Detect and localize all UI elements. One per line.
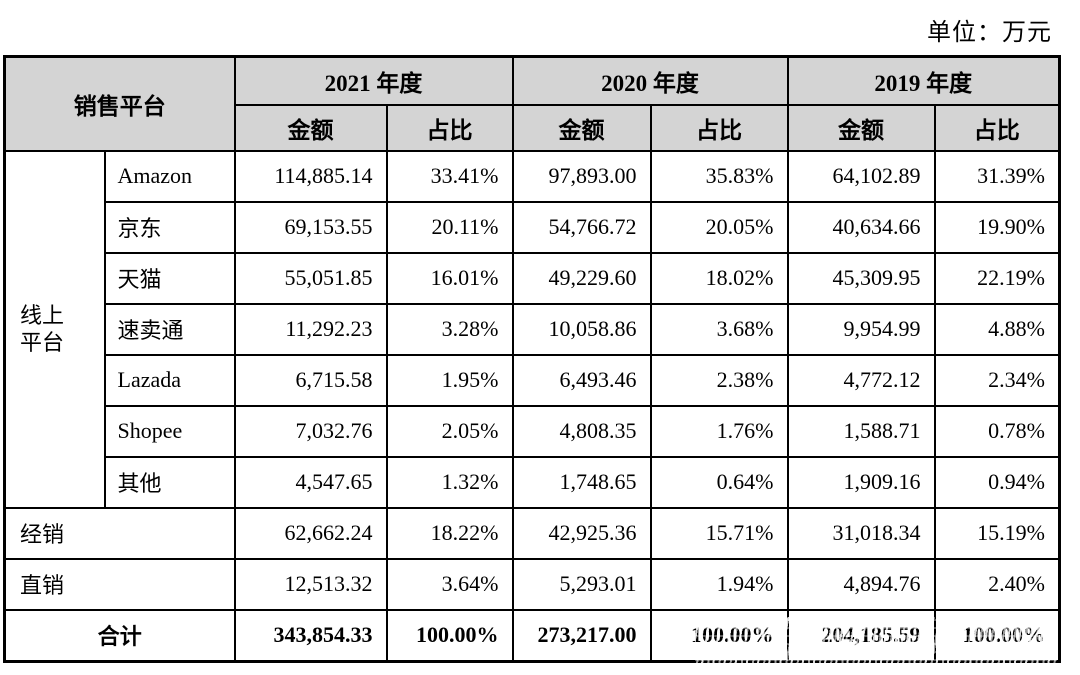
amount-2021: 114,885.14	[233, 149, 388, 203]
share-2019: 2.40%	[933, 557, 1061, 611]
amount-2020: 54,766.72	[511, 200, 652, 254]
amount-2021: 4,547.65	[233, 455, 388, 509]
share-2019: 22.19%	[933, 251, 1061, 305]
share-2020: 2.38%	[649, 353, 789, 407]
platform-name: 京东	[103, 200, 236, 254]
channel-name: 直销	[3, 557, 236, 611]
table-row-amazon: 线上 平台 Amazon 114,885.14 33.41% 97,893.00…	[3, 149, 1061, 509]
amount-2021: 69,153.55	[233, 200, 388, 254]
amount-2020: 1,748.65	[511, 455, 652, 509]
share-2021: 1.32%	[385, 455, 514, 509]
sales-platform-table: 销售平台 2021 年度 2020 年度 2019 年度 金额 占比 金额 占比…	[3, 55, 1061, 663]
table-row-lazada: Lazada 6,715.58 1.95% 6,493.46 2.38% 4,7…	[5, 353, 1061, 407]
amount-2021: 7,032.76	[233, 404, 388, 458]
share-2020: 1.76%	[649, 404, 789, 458]
amount-2019: 1,909.16	[786, 455, 936, 509]
header-year-2019: 2019 年度	[786, 55, 1061, 106]
platform-name: 其他	[103, 455, 236, 509]
amount-2020: 42,925.36	[511, 506, 652, 560]
share-2021: 1.95%	[385, 353, 514, 407]
amount-2021: 55,051.85	[233, 251, 388, 305]
share-2020: 20.05%	[649, 200, 789, 254]
amount-2019: 45,309.95	[786, 251, 936, 305]
share-2021: 16.01%	[385, 251, 514, 305]
amount-2020: 97,893.00	[511, 149, 652, 203]
share-2020: 18.02%	[649, 251, 789, 305]
header-year-2021: 2021 年度	[233, 55, 514, 106]
amount-2021: 11,292.23	[233, 302, 388, 356]
share-2019: 0.78%	[933, 404, 1061, 458]
header-share-2020: 占比	[649, 103, 789, 152]
platform-name: 速卖通	[103, 302, 236, 356]
header-share-2021: 占比	[385, 103, 514, 152]
table-row-aliexpress: 速卖通 11,292.23 3.28% 10,058.86 3.68% 9,95…	[5, 302, 1061, 356]
share-2020: 0.64%	[649, 455, 789, 509]
total-amount-2019: 204,185.59	[786, 608, 936, 663]
share-2019: 0.94%	[933, 455, 1061, 509]
amount-2019: 31,018.34	[786, 506, 936, 560]
total-share-2019: 100.00%	[933, 608, 1061, 663]
channel-name: 经销	[3, 506, 236, 560]
platform-name: Lazada	[103, 353, 236, 407]
share-2020: 3.68%	[649, 302, 789, 356]
amount-2021: 62,662.24	[233, 506, 388, 560]
header-row-metrics: 金额 占比 金额 占比 金额 占比	[5, 103, 1061, 152]
amount-2021: 12,513.32	[233, 557, 388, 611]
share-2019: 15.19%	[933, 506, 1061, 560]
total-amount-2020: 273,217.00	[511, 608, 652, 663]
header-amount-2020: 金额	[511, 103, 652, 152]
share-2019: 31.39%	[933, 149, 1061, 203]
amount-2020: 6,493.46	[511, 353, 652, 407]
table-row-total: 合计 343,854.33 100.00% 273,217.00 100.00%…	[3, 608, 1061, 663]
platform-name: Amazon	[103, 149, 236, 203]
share-2019: 19.90%	[933, 200, 1061, 254]
amount-2019: 1,588.71	[786, 404, 936, 458]
table-row-jd: 京东 69,153.55 20.11% 54,766.72 20.05% 40,…	[5, 200, 1061, 254]
amount-2019: 64,102.89	[786, 149, 936, 203]
header-amount-2021: 金额	[233, 103, 388, 152]
total-share-2021: 100.00%	[385, 608, 514, 663]
platform-name: 天猫	[103, 251, 236, 305]
amount-2020: 5,293.01	[511, 557, 652, 611]
total-label: 合计	[3, 608, 236, 663]
table-row-others: 其他 4,547.65 1.32% 1,748.65 0.64% 1,909.1…	[5, 455, 1061, 509]
total-share-2020: 100.00%	[649, 608, 789, 663]
online-platform-group-label: 线上 平台	[3, 149, 106, 509]
header-amount-2019: 金额	[786, 103, 936, 152]
amount-2021: 6,715.58	[233, 353, 388, 407]
amount-2020: 10,058.86	[511, 302, 652, 356]
amount-2020: 4,808.35	[511, 404, 652, 458]
header-row-years: 销售平台 2021 年度 2020 年度 2019 年度	[3, 55, 1061, 152]
header-sales-platform: 销售平台	[3, 55, 236, 152]
share-2020: 35.83%	[649, 149, 789, 203]
amount-2019: 40,634.66	[786, 200, 936, 254]
share-2021: 33.41%	[385, 149, 514, 203]
share-2021: 20.11%	[385, 200, 514, 254]
share-2021: 3.28%	[385, 302, 514, 356]
table-row-shopee: Shopee 7,032.76 2.05% 4,808.35 1.76% 1,5…	[5, 404, 1061, 458]
share-2021: 2.05%	[385, 404, 514, 458]
table-row-direct-sales: 直销 12,513.32 3.64% 5,293.01 1.94% 4,894.…	[3, 557, 1061, 611]
share-2021: 3.64%	[385, 557, 514, 611]
amount-2019: 9,954.99	[786, 302, 936, 356]
table-row-distribution: 经销 62,662.24 18.22% 42,925.36 15.71% 31,…	[3, 506, 1061, 560]
amount-2019: 4,772.12	[786, 353, 936, 407]
unit-label: 单位：万元	[927, 20, 1052, 46]
amount-2020: 49,229.60	[511, 251, 652, 305]
header-share-2019: 占比	[933, 103, 1061, 152]
share-2019: 2.34%	[933, 353, 1061, 407]
table-row-tmall: 天猫 55,051.85 16.01% 49,229.60 18.02% 45,…	[5, 251, 1061, 305]
share-2021: 18.22%	[385, 506, 514, 560]
header-year-2020: 2020 年度	[511, 55, 789, 106]
total-amount-2021: 343,854.33	[233, 608, 388, 663]
share-2020: 1.94%	[649, 557, 789, 611]
platform-name: Shopee	[103, 404, 236, 458]
amount-2019: 4,894.76	[786, 557, 936, 611]
share-2020: 15.71%	[649, 506, 789, 560]
share-2019: 4.88%	[933, 302, 1061, 356]
